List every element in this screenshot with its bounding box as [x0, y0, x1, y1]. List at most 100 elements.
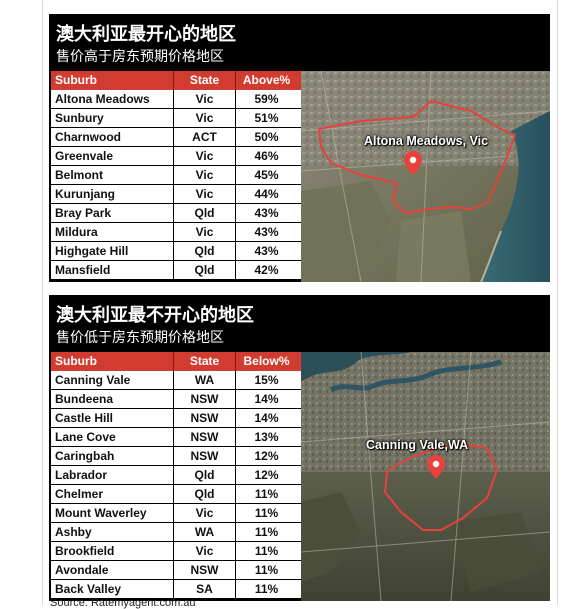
state-cell: NSW [173, 447, 235, 465]
state-cell: Vic [173, 90, 235, 108]
unhappiest-suburbs-table: Suburb State Below% Canning Vale WA 15% Bun… [51, 352, 348, 599]
table-row: Kurunjang Vic 44% [51, 185, 348, 204]
percent-cell: 15% [235, 371, 297, 389]
percent-cell: 59% [235, 90, 297, 108]
state-cell: NSW [173, 561, 235, 579]
table-row: Ashby WA 11% [51, 523, 348, 542]
state-cell: WA [173, 371, 235, 389]
table-header-row: Suburb State Above% [51, 71, 348, 90]
state-cell: NSW [173, 428, 235, 446]
table-header-row: Suburb State Below% [51, 352, 348, 371]
percent-cell: 43% [235, 204, 297, 222]
map-location-label: Canning Vale,WA [366, 438, 469, 452]
percent-cell: 11% [235, 485, 297, 503]
percent-cell: 45% [235, 166, 297, 184]
suburb-cell: Bundeena [55, 392, 114, 406]
percent-cell: 12% [235, 447, 297, 465]
suburb-cell: Avondale [55, 563, 109, 577]
state-cell: Qld [173, 242, 235, 260]
table-row: Avondale NSW 11% [51, 561, 348, 580]
suburb-cell: Back Valley [55, 582, 122, 596]
table-row: Lane Cove NSW 13% [51, 428, 348, 447]
state-cell: NSW [173, 390, 235, 408]
percent-cell: 14% [235, 409, 297, 427]
happiest-suburbs-table: Suburb State Above% Altona Meadows Vic 59%… [51, 71, 348, 280]
percent-cell: 11% [235, 561, 297, 579]
table-row: Belmont Vic 45% [51, 166, 348, 185]
unhappiest-suburbs-panel: 澳大利亚最不开心的地区 售价低于房东预期价格地区 Suburb State Be… [49, 295, 550, 601]
location-pin-icon [404, 151, 422, 175]
satellite-map-image [301, 352, 550, 601]
percent-cell: 51% [235, 109, 297, 127]
state-cell: WA [173, 523, 235, 541]
suburb-cell: Lane Cove [55, 430, 116, 444]
location-pin-icon [427, 455, 445, 479]
suburb-boundary [384, 443, 498, 531]
suburb-cell: Ashby [55, 525, 92, 539]
percent-cell: 43% [235, 223, 297, 241]
percent-cell: 43% [235, 242, 297, 260]
table-row: Brookfield Vic 11% [51, 542, 348, 561]
state-cell: Vic [173, 166, 235, 184]
source-caption: Source: Ratemyagent.com.au [50, 597, 196, 609]
state-cell: Vic [173, 504, 235, 522]
column-header-state: State [173, 352, 235, 371]
table-row: Caringbah NSW 12% [51, 447, 348, 466]
state-cell: Qld [173, 204, 235, 222]
percent-cell: 44% [235, 185, 297, 203]
state-cell: ACT [173, 128, 235, 146]
table-row: Back Valley SA 11% [51, 580, 348, 599]
panel-title: 澳大利亚最不开心的地区 [56, 305, 254, 326]
percent-cell: 12% [235, 466, 297, 484]
state-cell: Vic [173, 542, 235, 560]
table-row: Highgate Hill Qld 43% [51, 242, 348, 261]
suburb-cell: Belmont [55, 168, 103, 182]
percent-cell: 11% [235, 542, 297, 560]
suburb-cell: Highgate Hill [55, 244, 129, 258]
panel-subtitle: 售价高于房东预期价格地区 [56, 49, 224, 65]
column-header-below-percent: Below% [235, 352, 297, 371]
suburb-cell: Brookfield [55, 544, 115, 558]
table-row: Bray Park Qld 43% [51, 204, 348, 223]
state-cell: NSW [173, 409, 235, 427]
state-cell: Qld [173, 261, 235, 279]
percent-cell: 13% [235, 428, 297, 446]
suburb-cell: Sunbury [55, 111, 104, 125]
column-header-suburb: Suburb [55, 73, 97, 87]
table-row: Castle Hill NSW 14% [51, 409, 348, 428]
satellite-map-image [301, 71, 550, 282]
suburb-cell: Castle Hill [55, 411, 114, 425]
state-cell: Vic [173, 147, 235, 165]
table-row: Greenvale Vic 46% [51, 147, 348, 166]
table-row: Mansfield Qld 42% [51, 261, 348, 280]
suburb-boundary [318, 100, 516, 214]
table-row: Bundeena NSW 14% [51, 390, 348, 409]
table-row: Canning Vale WA 15% [51, 371, 348, 390]
suburb-cell: Chelmer [55, 487, 104, 501]
suburb-cell: Charnwood [55, 130, 121, 144]
state-cell: Vic [173, 109, 235, 127]
happiest-suburbs-panel: 澳大利亚最开心的地区 售价高于房东预期价格地区 Suburb State Abo… [49, 14, 550, 282]
table-row: Charnwood ACT 50% [51, 128, 348, 147]
panel-subtitle: 售价低于房东预期价格地区 [56, 330, 224, 346]
suburb-cell: Mildura [55, 225, 98, 239]
percent-cell: 14% [235, 390, 297, 408]
percent-cell: 11% [235, 580, 297, 598]
suburb-cell: Caringbah [55, 449, 115, 463]
state-cell: Qld [173, 466, 235, 484]
table-row: Mount Waverley Vic 11% [51, 504, 348, 523]
column-header-suburb: Suburb [55, 354, 97, 368]
table-row: Sunbury Vic 51% [51, 109, 348, 128]
table-row: Altona Meadows Vic 59% [51, 90, 348, 109]
suburb-cell: Mansfield [55, 263, 111, 277]
suburb-cell: Labrador [55, 468, 108, 482]
map-location-label: Altona Meadows, Vic [364, 134, 489, 148]
percent-cell: 11% [235, 523, 297, 541]
page-guide-left [42, 0, 43, 605]
state-cell: SA [173, 580, 235, 598]
table-row: Labrador Qld 12% [51, 466, 348, 485]
percent-cell: 46% [235, 147, 297, 165]
canning-vale-map: Canning Vale,WA [301, 352, 550, 601]
suburb-cell: Kurunjang [55, 187, 115, 201]
percent-cell: 50% [235, 128, 297, 146]
